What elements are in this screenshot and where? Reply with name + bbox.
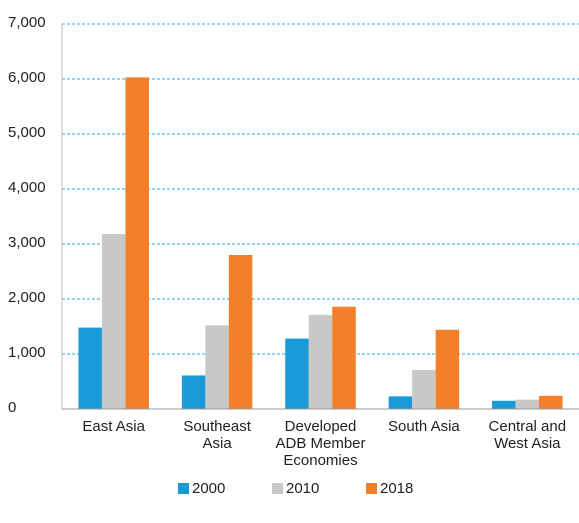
legend-swatch [366, 483, 377, 494]
bar [412, 369, 436, 409]
bar [285, 338, 309, 409]
legend-swatch [272, 483, 283, 494]
bar [205, 325, 229, 409]
x-tick-label: Developed ADB Member Economies [275, 418, 366, 469]
legend-label: 2018 [380, 480, 413, 497]
y-tick-label: 6,000 [8, 69, 46, 86]
x-tick-label: South Asia [388, 418, 460, 435]
bar [332, 306, 356, 409]
y-tick-label: 0 [8, 399, 16, 416]
bar [181, 375, 206, 409]
bar [125, 77, 149, 409]
legend-swatch [178, 483, 189, 494]
y-tick-label: 5,000 [8, 124, 46, 141]
y-tick-label: 7,000 [8, 14, 46, 31]
x-tick-label: Southeast Asia [183, 418, 251, 452]
bar [492, 400, 516, 409]
x-tick-label: Central and West Asia [488, 418, 567, 452]
bar [308, 314, 333, 409]
x-tick-label: East Asia [82, 418, 145, 435]
y-tick-label: 2,000 [8, 289, 46, 306]
bar [78, 327, 102, 409]
legend-label: 2010 [286, 480, 319, 497]
bar [435, 329, 460, 409]
y-tick-label: 1,000 [8, 344, 46, 361]
y-tick-label: 3,000 [8, 234, 46, 251]
bar [101, 234, 126, 409]
legend-label: 2000 [192, 480, 225, 497]
bar [515, 399, 540, 409]
bar [388, 396, 413, 409]
bar [228, 255, 253, 409]
y-tick-label: 4,000 [8, 179, 46, 196]
bar [539, 395, 563, 409]
